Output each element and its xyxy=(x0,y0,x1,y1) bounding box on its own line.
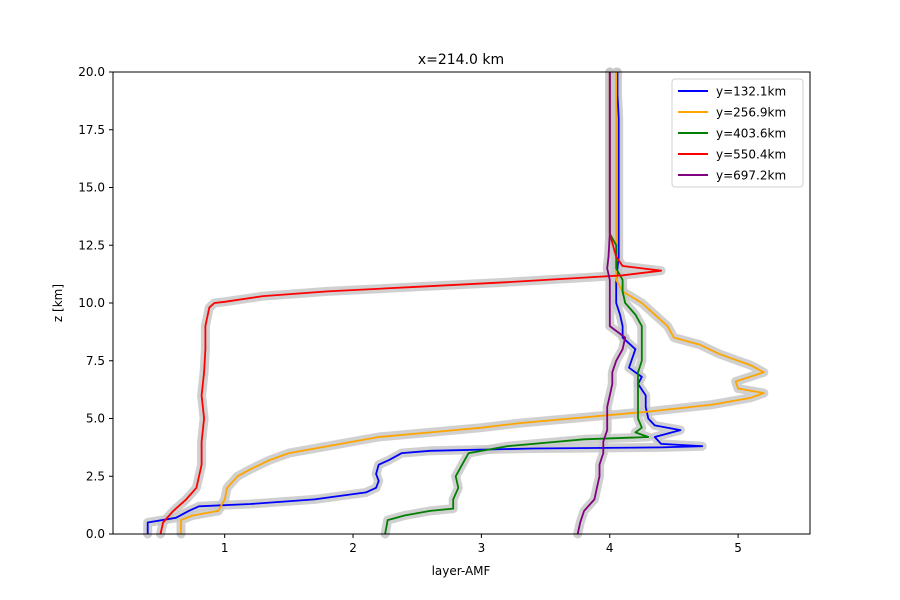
series-line-2 xyxy=(180,72,765,534)
y-tick-label: 2.5 xyxy=(86,469,105,483)
y-axis: 0.0 2.5 5.0 7.5 10.0 12.5 15.0 17.5 20.0 xyxy=(78,65,113,541)
series-band-4 xyxy=(156,67,666,539)
uncertainty-bands xyxy=(143,67,769,539)
x-tick-label: 3 xyxy=(478,541,486,555)
series-lines xyxy=(146,72,765,535)
series-line-1 xyxy=(146,72,704,534)
legend-label-1: y=132.1km xyxy=(716,85,786,99)
y-axis-label: z [km] xyxy=(51,284,65,322)
legend-label-2: y=256.9km xyxy=(716,106,786,120)
x-tick-label: 1 xyxy=(221,541,229,555)
y-tick-label: 17.5 xyxy=(78,123,105,137)
y-tick-label: 10.0 xyxy=(78,296,105,310)
y-tick-label: 0.0 xyxy=(86,527,105,541)
chart-title: x=214.0 km xyxy=(418,52,504,68)
x-tick-label: 2 xyxy=(349,541,357,555)
x-tick-label: 5 xyxy=(734,541,742,555)
y-tick-label: 15.0 xyxy=(78,181,105,195)
x-axis: 1 2 3 4 5 xyxy=(221,534,742,555)
x-tick-label: 4 xyxy=(606,541,614,555)
legend: y=132.1km y=256.9km y=403.6km y=550.4km y=69… xyxy=(671,78,804,188)
legend-label-3: y=403.6km xyxy=(716,127,786,141)
legend-label-4: y=550.4km xyxy=(716,148,786,162)
legend-box xyxy=(671,78,804,188)
y-tick-label: 12.5 xyxy=(78,238,105,252)
y-tick-label: 5.0 xyxy=(86,412,105,426)
x-axis-label: layer-AMF xyxy=(432,564,491,578)
legend-label-5: y=697.2km xyxy=(716,169,786,183)
y-tick-label: 7.5 xyxy=(86,354,105,368)
y-tick-label: 20.0 xyxy=(78,65,105,79)
series-line-5 xyxy=(576,72,627,535)
